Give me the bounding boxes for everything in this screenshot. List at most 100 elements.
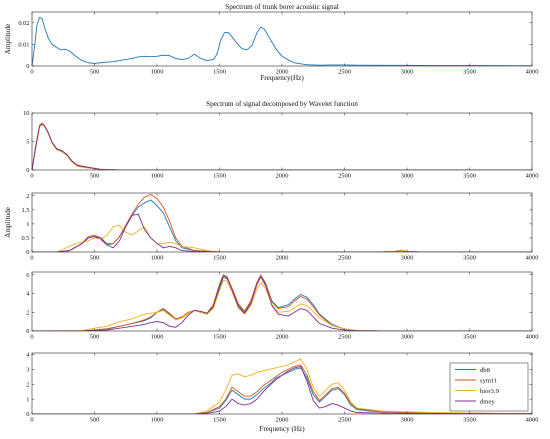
- x-tick-label: 2500: [338, 255, 351, 262]
- panel-4: 0 500 1000 1500 2000 2500 3000 3500 4000 0 2 4 6: [26, 271, 539, 341]
- series-line-dmey: [32, 365, 532, 414]
- series-line-db8: [32, 367, 532, 414]
- x-tick-label: 4000: [526, 417, 539, 424]
- y-tick-label: 0: [26, 249, 29, 256]
- x-tick-label: 1500: [213, 255, 226, 262]
- x-tick-label: 3500: [463, 69, 476, 76]
- series-line-1: [32, 199, 532, 252]
- series-line-2: [32, 274, 532, 331]
- x-tick-label: 2500: [338, 417, 351, 424]
- y-tick-label: 2: [26, 381, 29, 388]
- x-tick-label: 3000: [401, 173, 414, 180]
- x-tick-label: 1500: [213, 334, 226, 341]
- legend-label-sym11: sym11: [480, 377, 497, 384]
- y-tick-label: 5: [26, 139, 29, 146]
- series-line-3: [32, 224, 532, 252]
- x-tick-label: 3000: [401, 69, 414, 76]
- x-tick-label: 3500: [463, 334, 476, 341]
- y-tick-label: 1.5: [22, 207, 30, 214]
- y-tick-label: 4: [26, 352, 30, 359]
- y-tick-label: 1: [26, 396, 29, 403]
- x-tick-label: 3000: [401, 417, 414, 424]
- x-tick-label: 2000: [276, 173, 289, 180]
- y-tick-label: 0: [26, 328, 29, 335]
- axes-box: [31, 271, 533, 332]
- series-line-1: [32, 276, 532, 331]
- x-tick-label: 2500: [338, 173, 351, 180]
- y-tick-label: 2: [26, 193, 29, 200]
- y-tick-label: 0.02: [18, 20, 29, 27]
- x-tick-label: 3500: [463, 417, 476, 424]
- x-tick-label: 500: [90, 417, 100, 424]
- y-tick-label: 0: [26, 411, 29, 418]
- legend-label-dmey: dmey: [480, 398, 495, 405]
- y-tick-label: 1: [26, 221, 29, 228]
- x-tick-label: 1500: [213, 417, 226, 424]
- x-tick-label: 3500: [463, 173, 476, 180]
- panel-1: 0 500 1000 1500 2000 2500 3000 3500 4000 0 0.01 0.0…: [4, 3, 538, 82]
- x-tick-label: 2000: [276, 417, 289, 424]
- y-tick-label: 0.01: [18, 42, 29, 49]
- x-tick-label: 1500: [213, 69, 226, 76]
- x-tick-label: 0: [30, 417, 33, 424]
- y-axis-label: Amplitude: [4, 207, 12, 238]
- series-line-3: [32, 123, 532, 170]
- axes-box: [31, 112, 533, 171]
- x-tick-label: 4000: [526, 69, 539, 76]
- series-line-4: [32, 123, 532, 170]
- series-line-4: [32, 275, 532, 331]
- x-tick-label: 3000: [401, 334, 414, 341]
- x-tick-label: 500: [90, 255, 100, 262]
- series-line-1: [32, 123, 532, 170]
- x-tick-label: 2500: [338, 334, 351, 341]
- x-tick-label: 0: [30, 334, 33, 341]
- legend: db8 sym11 bior3.9 dmey: [449, 362, 529, 412]
- x-tick-label: 1000: [151, 173, 164, 180]
- x-tick-label: 2000: [276, 334, 289, 341]
- legend-label-bior3-9: bior3.9: [480, 388, 500, 395]
- x-axis-label: Frequency (Hz): [259, 425, 305, 433]
- x-tick-label: 0: [30, 69, 33, 76]
- x-tick-label: 1000: [151, 69, 164, 76]
- y-tick-label: 3: [26, 367, 29, 374]
- x-tick-label: 1000: [151, 417, 164, 424]
- y-tick-label: 0: [26, 167, 29, 174]
- y-tick-label: 4: [26, 291, 30, 298]
- x-tick-label: 3000: [401, 255, 414, 262]
- y-tick-label: 0.5: [22, 235, 30, 242]
- x-tick-label: 0: [30, 173, 33, 180]
- x-tick-label: 1500: [213, 173, 226, 180]
- legend-box: [449, 362, 529, 412]
- y-tick-label: 10: [23, 110, 29, 117]
- series-line-2: [32, 193, 532, 252]
- y-axis-label: Amplitude: [4, 24, 12, 55]
- axes-box: [31, 11, 533, 67]
- series-line-3: [32, 279, 532, 331]
- panel-5: 0 500 1000 1500 2000 2500 3000 3500 4000 0 1 2 3 4 Fre…: [26, 352, 538, 433]
- x-tick-label: 2000: [276, 69, 289, 76]
- panel-3: 0 500 1000 1500 2000 2500 3000 3500 4000 0 0.5 1 1.5…: [4, 192, 539, 262]
- x-tick-label: 3500: [463, 255, 476, 262]
- y-tick-label: 2: [26, 309, 29, 316]
- series-line-2: [32, 122, 532, 170]
- x-tick-label: 4000: [526, 255, 539, 262]
- panel-2: 0 500 1000 1500 2000 2500 3000 3500 4000 0 5 10 Spec…: [23, 100, 538, 180]
- series-line-4: [32, 213, 532, 252]
- legend-label-db8: db8: [480, 367, 491, 374]
- x-tick-label: 0: [30, 255, 33, 262]
- series-line-bior3-9: [32, 358, 532, 414]
- x-tick-label: 1000: [151, 255, 164, 262]
- x-axis-label: Frequency(Hz): [260, 74, 304, 82]
- x-tick-label: 2500: [338, 69, 351, 76]
- y-tick-label: 0: [26, 63, 29, 70]
- x-tick-label: 2000: [276, 255, 289, 262]
- y-tick-label: 6: [26, 272, 29, 279]
- chart-title: Spectrum of trunk borer acoustic signal: [225, 3, 339, 11]
- x-tick-label: 500: [90, 173, 100, 180]
- x-tick-label: 1000: [151, 334, 164, 341]
- x-tick-label: 500: [90, 69, 100, 76]
- x-tick-label: 500: [90, 334, 100, 341]
- x-tick-label: 4000: [526, 334, 539, 341]
- chart-title: Spectrum of signal decomposed by Wavelet…: [206, 100, 358, 108]
